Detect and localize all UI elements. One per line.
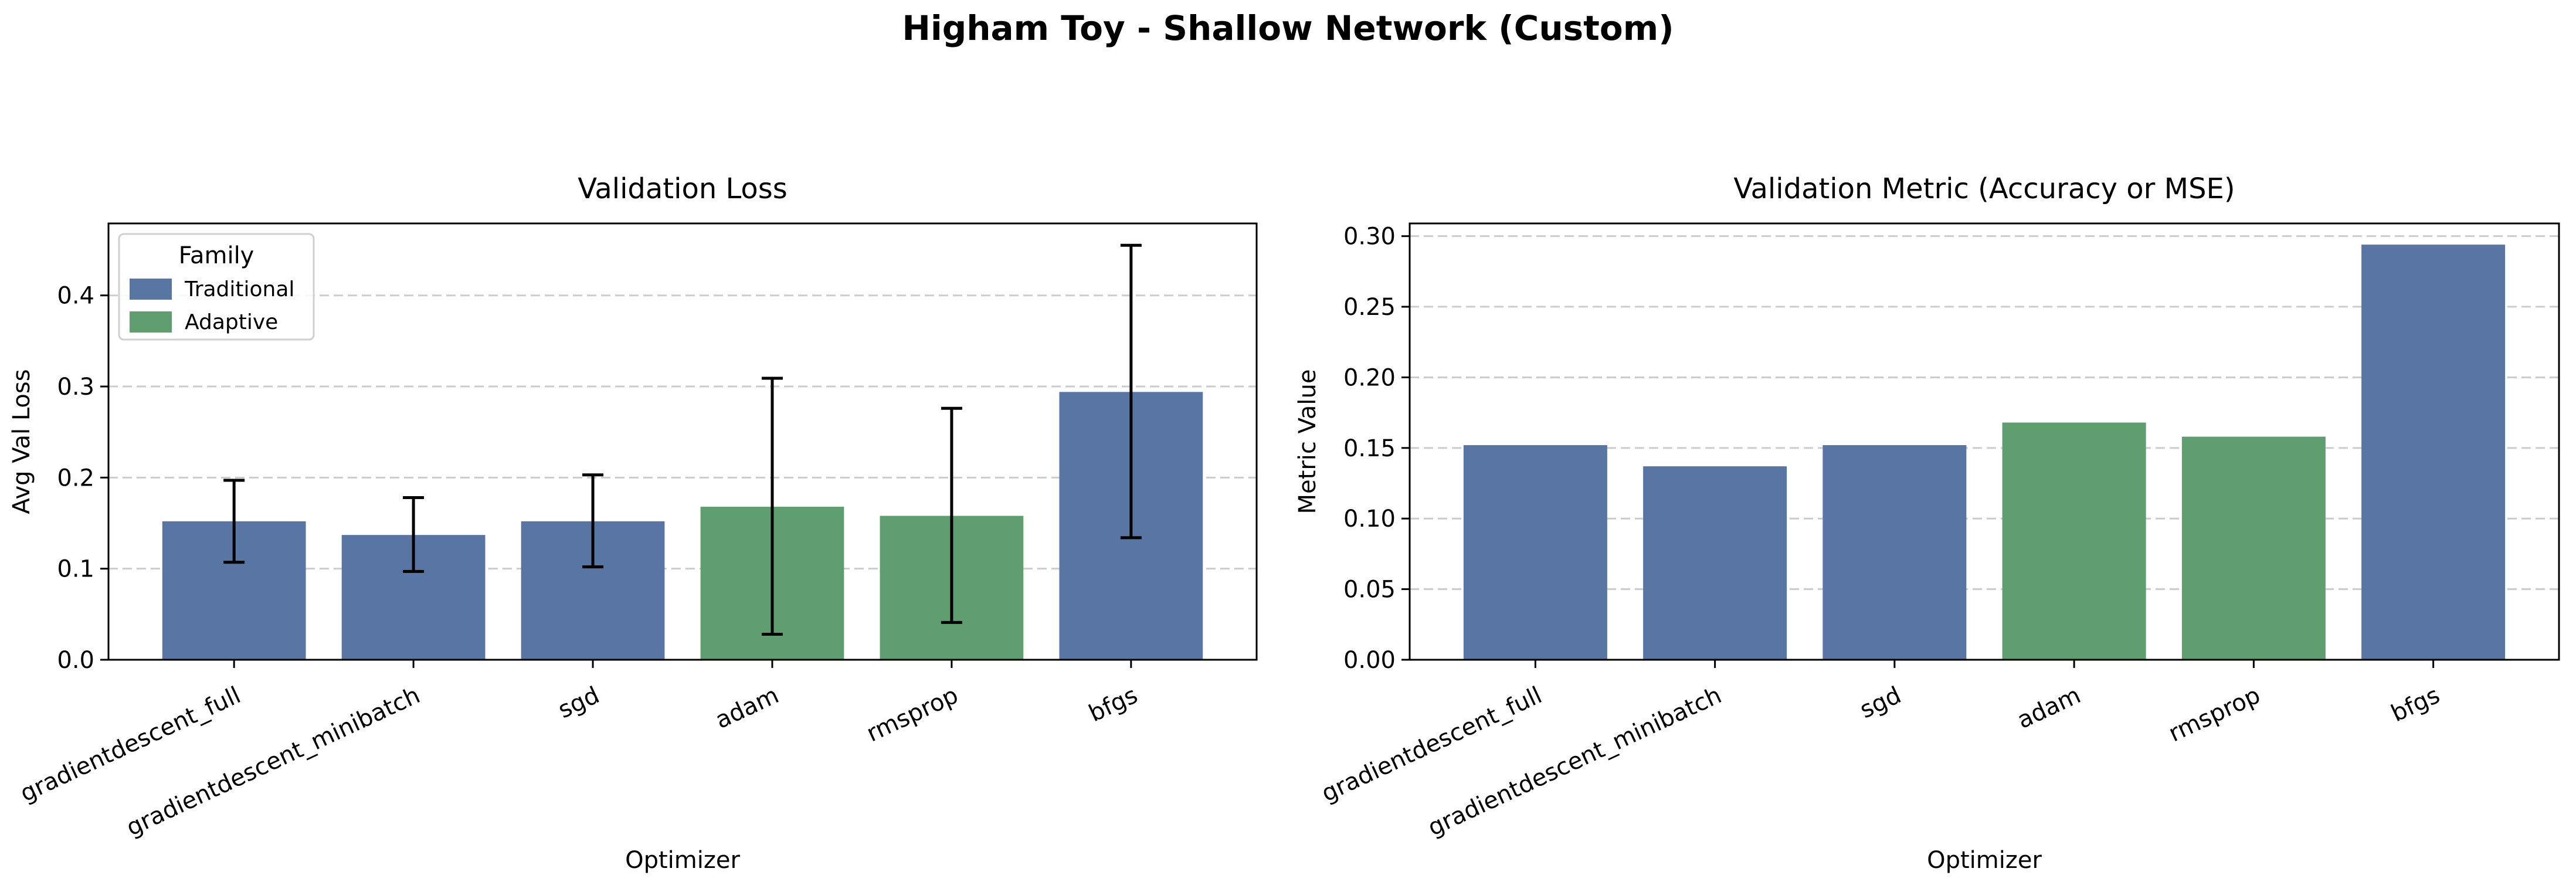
panel1-xtick-label-sgd: sgd: [554, 681, 603, 724]
panel2-bar-rmsprop: [2181, 436, 2326, 660]
panel1-ytick-label: 0.1: [57, 556, 94, 583]
panel2-xtick-label-gradientdescent_minibatch: gradientdescent_minibatch: [1424, 681, 1726, 842]
panel2-xtick-label-rmsprop: rmsprop: [2164, 681, 2264, 747]
legend-label-traditional: Traditional: [184, 277, 294, 301]
panel2-bar-sgd: [1822, 445, 1967, 660]
panel1-xtick-label-adam: adam: [711, 681, 783, 734]
panel2-xtick-label-bfgs: bfgs: [2387, 681, 2444, 727]
panel2-bar-adam: [2002, 422, 2146, 660]
panel2-ylabel: Metric Value: [1294, 369, 1321, 514]
figure-title: Higham Toy - Shallow Network (Custom): [902, 8, 1674, 48]
panel2-ytick-label: 0.10: [1343, 506, 1396, 533]
panel1-ylabel: Avg Val Loss: [8, 369, 35, 514]
panel1-xtick-label-gradientdescent_minibatch: gradientdescent_minibatch: [123, 681, 425, 842]
panel2-xtick-label-sgd: sgd: [1856, 681, 1905, 724]
panel1-ytick-label: 0.3: [57, 374, 94, 401]
legend-title: Family: [179, 242, 254, 269]
panel2-ytick-label: 0.30: [1343, 223, 1396, 250]
panel1-axes-frame: [107, 222, 1258, 661]
panel1-ytick-label: 0.2: [57, 464, 94, 491]
panel2-xlabel: Optimizer: [1927, 847, 2042, 874]
legend-swatch-traditional: [130, 279, 172, 300]
panel2-bar-gradientdescent_full: [1463, 445, 1607, 660]
panel2-ytick-label: 0.00: [1343, 647, 1396, 674]
panel2-title: Validation Metric (Accuracy or MSE): [1733, 172, 2235, 205]
panel2-bar-bfgs: [2361, 245, 2506, 660]
panel1-ytick-label: 0.0: [57, 647, 94, 674]
panel2-bar-gradientdescent_minibatch: [1643, 466, 1787, 660]
panel2-ytick-label: 0.20: [1343, 364, 1396, 391]
legend-swatch-adaptive: [130, 311, 172, 333]
panel1-xtick-label-bfgs: bfgs: [1085, 681, 1142, 727]
panel2-xtick-label-adam: adam: [2013, 681, 2085, 734]
panel1-xtick-label-rmsprop: rmsprop: [863, 681, 962, 747]
panel2-ytick-label: 0.15: [1343, 435, 1396, 462]
legend-label-adaptive: Adaptive: [185, 310, 278, 334]
panel1-xlabel: Optimizer: [625, 847, 740, 874]
panel2-axes-frame: [1409, 222, 2560, 661]
panel2-ytick-label: 0.25: [1343, 294, 1396, 321]
panel2-ytick-label: 0.05: [1343, 576, 1396, 603]
panel1-ytick-label: 0.4: [57, 283, 94, 310]
panel1-title: Validation Loss: [578, 172, 788, 205]
